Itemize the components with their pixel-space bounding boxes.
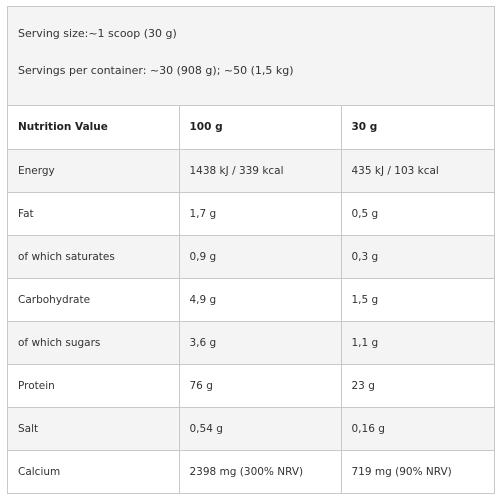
row-label: Carbohydrate [8, 278, 180, 322]
table-row: Energy 1438 kJ / 339 kcal 435 kJ / 103 k… [8, 149, 494, 193]
row-label: of which sugars [8, 321, 180, 365]
row-value-30g: 0,5 g [341, 192, 494, 236]
row-label: Protein [8, 364, 180, 408]
row-label: of which saturates [8, 235, 180, 279]
row-value-100g: 0,9 g [179, 235, 342, 279]
row-value-100g: 4,9 g [179, 278, 342, 322]
nutrition-table: Nutrition Value 100 g 30 g Energy 1438 k… [8, 106, 494, 493]
row-value-30g: 0,3 g [341, 235, 494, 279]
row-value-100g: 3,6 g [179, 321, 342, 365]
table-row: Fat 1,7 g 0,5 g [8, 192, 494, 236]
row-label: Calcium [8, 450, 180, 493]
table-row: of which saturates 0,9 g 0,3 g [8, 235, 494, 279]
row-value-100g: 2398 mg (300% NRV) [179, 450, 342, 493]
table-row: Calcium 2398 mg (300% NRV) 719 mg (90% N… [8, 450, 494, 493]
row-value-30g: 0,16 g [341, 407, 494, 451]
row-value-100g: 76 g [179, 364, 342, 408]
row-value-30g: 23 g [341, 364, 494, 408]
servings-per-container: Servings per container: ~30 (908 g); ~50… [18, 64, 294, 77]
row-value-30g: 1,1 g [341, 321, 494, 365]
row-value-100g: 0,54 g [179, 407, 342, 451]
row-value-30g: 435 kJ / 103 kcal [341, 149, 494, 193]
table-row: Salt 0,54 g 0,16 g [8, 407, 494, 451]
header-per-100g: 100 g [179, 106, 342, 150]
serving-info: Serving size:~1 scoop (30 g) Servings pe… [8, 7, 494, 106]
row-label: Energy [8, 149, 180, 193]
nutrition-panel: Serving size:~1 scoop (30 g) Servings pe… [7, 6, 495, 494]
table-header-row: Nutrition Value 100 g 30 g [8, 106, 494, 150]
table-row: Carbohydrate 4,9 g 1,5 g [8, 278, 494, 322]
row-label: Fat [8, 192, 180, 236]
row-label: Salt [8, 407, 180, 451]
header-per-30g: 30 g [341, 106, 494, 150]
table-row: Protein 76 g 23 g [8, 364, 494, 408]
row-value-100g: 1438 kJ / 339 kcal [179, 149, 342, 193]
row-value-100g: 1,7 g [179, 192, 342, 236]
table-row: of which sugars 3,6 g 1,1 g [8, 321, 494, 365]
row-value-30g: 719 mg (90% NRV) [351, 465, 452, 478]
row-value-30g: 1,5 g [341, 278, 494, 322]
header-nutrition-value: Nutrition Value [8, 106, 180, 150]
serving-size: Serving size:~1 scoop (30 g) [18, 27, 177, 40]
